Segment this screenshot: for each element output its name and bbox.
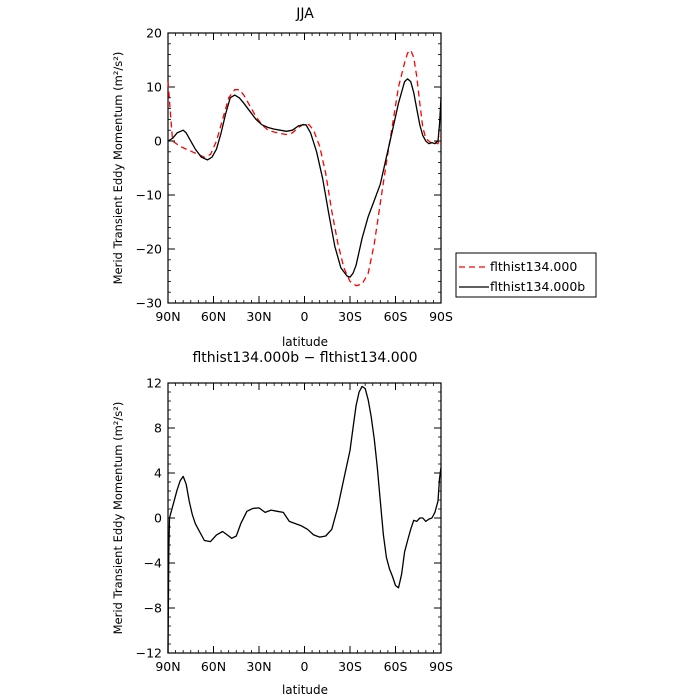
legend-label-series-2: flthist134.000b xyxy=(490,279,585,294)
x-tick-label: 90S xyxy=(429,309,453,324)
y-tick-label: 20 xyxy=(146,26,162,41)
bottom-plot-frame xyxy=(167,382,442,654)
y-tick-label: 12 xyxy=(146,376,162,391)
series-line-2 xyxy=(167,78,442,278)
y-tick-label: 4 xyxy=(154,466,162,481)
top-panel: JJA −30 −20 −10 0 10 20 90N 60N 30N 0 30S 60S 90S l… xyxy=(111,6,597,349)
x-tick-label: 30N xyxy=(246,309,271,324)
y-tick-label: 10 xyxy=(146,80,162,95)
top-y-tick-labels: −30 −20 −10 0 10 20 xyxy=(136,26,162,311)
x-tick-label: 30S xyxy=(338,309,362,324)
x-tick-label: 0 xyxy=(301,659,309,674)
top-tick-marks xyxy=(167,32,442,304)
top-x-axis-label: latitude xyxy=(282,335,328,349)
top-plot-frame xyxy=(167,32,442,304)
bottom-series-lines xyxy=(167,385,442,654)
y-tick-label: −30 xyxy=(136,296,162,311)
bottom-x-axis-label: latitude xyxy=(282,683,328,697)
x-tick-label: 60N xyxy=(201,659,226,674)
y-tick-label: −4 xyxy=(144,556,162,571)
x-tick-label: 60S xyxy=(384,659,408,674)
x-tick-label: 90S xyxy=(429,659,453,674)
top-legend: flthist134.000 flthist134.000b xyxy=(455,252,597,298)
top-chart-title: JJA xyxy=(295,6,314,22)
y-tick-label: −8 xyxy=(144,601,162,616)
top-y-axis-label: Merid Transient Eddy Momentum (m²/s²) xyxy=(111,52,125,285)
bottom-y-tick-labels: −12 −8 −4 0 4 8 12 xyxy=(136,376,162,661)
y-tick-label: 8 xyxy=(154,421,162,436)
y-tick-label: 0 xyxy=(154,134,162,149)
bottom-chart-title: flthist134.000b − flthist134.000 xyxy=(192,350,417,366)
y-tick-label: −12 xyxy=(136,646,162,661)
bottom-x-tick-labels: 90N 60N 30N 0 30S 60S 90S xyxy=(155,659,453,674)
x-tick-label: 0 xyxy=(301,309,309,324)
y-tick-label: −20 xyxy=(136,242,162,257)
top-series-lines xyxy=(167,49,442,287)
x-tick-label: 30S xyxy=(338,659,362,674)
series-line-1 xyxy=(167,385,442,654)
legend-box xyxy=(455,252,597,298)
x-tick-label: 90N xyxy=(155,309,180,324)
series-line-1 xyxy=(167,49,442,287)
bottom-panel: flthist134.000b − flthist134.000 −12 −8 −4… xyxy=(111,350,453,697)
x-tick-label: 60S xyxy=(384,309,408,324)
y-tick-label: −10 xyxy=(136,188,162,203)
x-tick-label: 60N xyxy=(201,309,226,324)
x-tick-label: 30N xyxy=(246,659,271,674)
bottom-tick-marks xyxy=(167,382,442,654)
bottom-y-axis-label: Merid Transient Eddy Momentum (m²/s²) xyxy=(111,402,125,635)
x-tick-label: 90N xyxy=(155,659,180,674)
y-tick-label: 0 xyxy=(154,511,162,526)
top-x-tick-labels: 90N 60N 30N 0 30S 60S 90S xyxy=(155,309,453,324)
legend-label-series-1: flthist134.000 xyxy=(490,259,577,274)
